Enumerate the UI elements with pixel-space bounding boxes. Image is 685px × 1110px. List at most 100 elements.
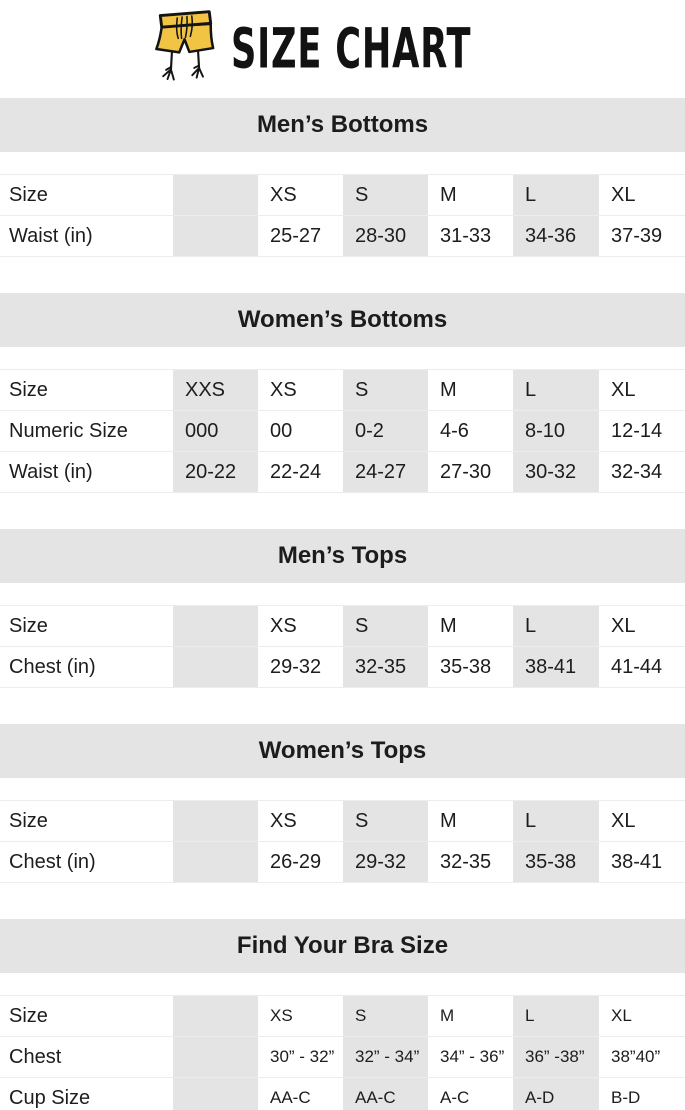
table-row: Size XS S M L XL	[0, 995, 685, 1037]
size-cell	[173, 995, 258, 1037]
size-cell: 32” - 34”	[343, 1036, 428, 1078]
size-cell: 20-22	[173, 451, 258, 493]
size-cell	[173, 174, 258, 216]
size-section: Women’s Bottoms Size XXS XS S M L XL Numeric Siz…	[0, 293, 685, 493]
size-cell: XS	[258, 800, 343, 842]
size-cell: XS	[258, 605, 343, 647]
size-cell	[173, 605, 258, 647]
size-cell: 29-32	[258, 646, 343, 688]
row-label: Size	[0, 174, 173, 216]
size-cell: M	[428, 174, 513, 216]
size-cell: XL	[599, 605, 685, 647]
table-row: Numeric Size 000 00 0-2 4-6 8-10 12-14	[0, 410, 685, 452]
table-row: Size XXS XS S M L XL	[0, 369, 685, 411]
size-cell: XXS	[173, 369, 258, 411]
size-cell: 29-32	[343, 841, 428, 883]
header: SIZE CHART	[0, 0, 685, 98]
section-title: Women’s Tops	[0, 724, 685, 778]
size-cell: 31-33	[428, 215, 513, 257]
size-cell: 12-14	[599, 410, 685, 452]
size-cell	[173, 1077, 258, 1110]
size-cell: B-D	[599, 1077, 685, 1110]
size-cell: S	[343, 605, 428, 647]
size-cell: 32-35	[343, 646, 428, 688]
table-row: Chest 30” - 32” 32” - 34” 34” - 36” 36” -38”…	[0, 1036, 685, 1078]
size-cell: 8-10	[513, 410, 599, 452]
size-cell: 38-41	[513, 646, 599, 688]
size-cell: 41-44	[599, 646, 685, 688]
size-cell: 35-38	[428, 646, 513, 688]
size-cell: XL	[599, 995, 685, 1037]
size-section: Men’s Tops Size XS S M L XL Chest (in) 29-32 32-3…	[0, 529, 685, 688]
size-cell: 000	[173, 410, 258, 452]
size-table: Size XS S M L XL Chest (in) 29-32 32-35 35-38 38-4…	[0, 605, 685, 688]
section-title: Men’s Tops	[0, 529, 685, 583]
size-cell: 26-29	[258, 841, 343, 883]
size-cell	[173, 215, 258, 257]
size-tables: Men’s Bottoms Size XS S M L XL Waist (in) 25-27 2…	[0, 98, 685, 1110]
size-table: Size XS S M L XL Waist (in) 25-27 28-30 31-33 34-3…	[0, 174, 685, 257]
size-cell: L	[513, 995, 599, 1037]
size-cell: A-D	[513, 1077, 599, 1110]
size-cell: 4-6	[428, 410, 513, 452]
size-cell	[173, 841, 258, 883]
size-cell: 32-34	[599, 451, 685, 493]
size-cell: 38-41	[599, 841, 685, 883]
size-cell: 27-30	[428, 451, 513, 493]
size-section: Find Your Bra Size Size XS S M L XL Chest 30” - …	[0, 919, 685, 1110]
size-cell: AA-C	[343, 1077, 428, 1110]
size-cell	[173, 800, 258, 842]
size-cell: 36” -38”	[513, 1036, 599, 1078]
row-label: Size	[0, 800, 173, 842]
table-row: Chest (in) 29-32 32-35 35-38 38-41 41-44	[0, 646, 685, 688]
section-title: Men’s Bottoms	[0, 98, 685, 152]
table-row: Cup Size AA-C AA-C A-C A-D B-D	[0, 1077, 685, 1110]
row-label: Numeric Size	[0, 410, 173, 452]
size-cell: XS	[258, 369, 343, 411]
size-cell: L	[513, 369, 599, 411]
size-cell: 25-27	[258, 215, 343, 257]
size-table: Size XXS XS S M L XL Numeric Size 000 00 0-2 4-6 8-1…	[0, 369, 685, 493]
size-cell: S	[343, 369, 428, 411]
size-cell: M	[428, 995, 513, 1037]
table-row: Chest (in) 26-29 29-32 32-35 35-38 38-41	[0, 841, 685, 883]
size-cell: 37-39	[599, 215, 685, 257]
size-cell: S	[343, 800, 428, 842]
size-table: Size XS S M L XL Chest (in) 26-29 29-32 32-35 35-3…	[0, 800, 685, 883]
size-cell	[173, 646, 258, 688]
shorts-with-bird-legs-icon	[153, 8, 217, 92]
size-section: Men’s Bottoms Size XS S M L XL Waist (in) 25-27 2…	[0, 98, 685, 257]
size-cell: XS	[258, 174, 343, 216]
size-cell: XS	[258, 995, 343, 1037]
size-cell: M	[428, 369, 513, 411]
size-cell: 24-27	[343, 451, 428, 493]
row-label: Size	[0, 995, 173, 1037]
size-cell: L	[513, 605, 599, 647]
row-label: Cup Size	[0, 1077, 173, 1110]
size-cell: L	[513, 800, 599, 842]
section-title: Find Your Bra Size	[0, 919, 685, 973]
size-section: Women’s Tops Size XS S M L XL Chest (in) 26-29 29…	[0, 724, 685, 883]
table-row: Size XS S M L XL	[0, 174, 685, 216]
size-cell: 38”40”	[599, 1036, 685, 1078]
size-cell: M	[428, 800, 513, 842]
size-cell: XL	[599, 174, 685, 216]
size-cell: 30-32	[513, 451, 599, 493]
size-cell: 0-2	[343, 410, 428, 452]
size-cell: 22-24	[258, 451, 343, 493]
size-cell: M	[428, 605, 513, 647]
page-title: SIZE CHART	[231, 17, 472, 81]
size-cell: 35-38	[513, 841, 599, 883]
row-label: Size	[0, 369, 173, 411]
size-cell: S	[343, 995, 428, 1037]
row-label: Chest	[0, 1036, 173, 1078]
size-cell: 30” - 32”	[258, 1036, 343, 1078]
size-cell: AA-C	[258, 1077, 343, 1110]
size-cell	[173, 1036, 258, 1078]
section-title: Women’s Bottoms	[0, 293, 685, 347]
size-table: Size XS S M L XL Chest 30” - 32” 32” - 34” 34” - …	[0, 995, 685, 1110]
size-cell: XL	[599, 800, 685, 842]
row-label: Chest (in)	[0, 646, 173, 688]
size-cell: A-C	[428, 1077, 513, 1110]
